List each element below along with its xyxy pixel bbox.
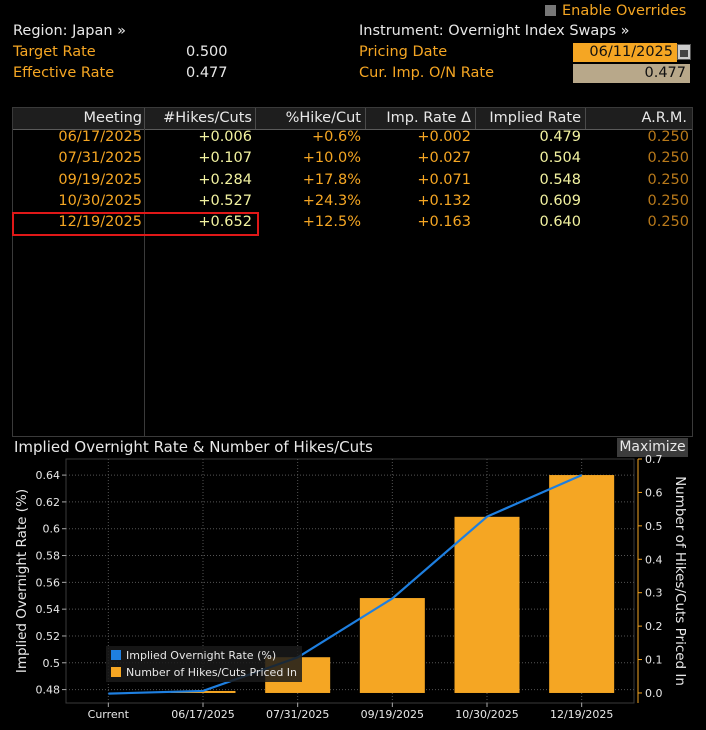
cell-meeting: 12/19/2025 bbox=[58, 214, 142, 231]
cell-arm: 0.250 bbox=[647, 150, 689, 167]
implied-rate-line bbox=[108, 474, 583, 695]
cell-implied: 0.548 bbox=[539, 171, 581, 188]
cell-pct: +12.5% bbox=[302, 214, 361, 231]
chart: 0.48 0.5 0.52 0.54 0.56 0.58 0.6 0.62 0.64 0.0 0.1… bbox=[14, 455, 688, 721]
checkbox-icon[interactable] bbox=[545, 5, 556, 16]
legend bbox=[106, 646, 302, 682]
instrument-selector[interactable]: Instrument: Overnight Index Swaps » bbox=[359, 23, 630, 39]
cell-hikes: +0.107 bbox=[198, 150, 252, 167]
chart-bar bbox=[359, 598, 425, 693]
y2-tick-label: 0.7 bbox=[645, 455, 663, 466]
cell-implied: 0.640 bbox=[539, 214, 581, 231]
chart-bar bbox=[549, 475, 615, 693]
cell-delta: +0.071 bbox=[417, 171, 471, 188]
y-tick-label: 0.54 bbox=[36, 603, 61, 616]
cell-hikes: +0.284 bbox=[198, 171, 252, 188]
target-rate-label: Target Rate bbox=[13, 44, 96, 60]
legend-label-line: Implied Overnight Rate (%) bbox=[126, 649, 276, 662]
cell-pct: +24.3% bbox=[302, 192, 361, 209]
maximize-button[interactable]: Maximize bbox=[617, 438, 688, 457]
col-header-hikes[interactable]: #Hikes/Cuts bbox=[163, 110, 252, 126]
enable-overrides-label: Enable Overrides bbox=[562, 3, 687, 19]
cell-implied: 0.504 bbox=[539, 150, 581, 167]
cell-pct: +10.0% bbox=[302, 150, 361, 167]
effective-rate-label: Effective Rate bbox=[13, 65, 115, 81]
y2-tick-label: 0.5 bbox=[645, 520, 663, 533]
y-tick-label: 0.58 bbox=[36, 550, 61, 563]
table-row[interactable]: 07/31/2025 +0.107 +10.0% +0.027 0.504 0.250 bbox=[13, 149, 692, 170]
calendar-icon[interactable] bbox=[677, 44, 691, 60]
cell-hikes: +0.652 bbox=[198, 214, 252, 231]
table-row[interactable]: 12/19/2025 +0.652 +12.5% +0.163 0.640 0.250 bbox=[13, 213, 692, 234]
x-tick-label: Current bbox=[88, 708, 130, 721]
cell-meeting: 09/19/2025 bbox=[58, 171, 142, 188]
table-row[interactable]: 10/30/2025 +0.527 +24.3% +0.132 0.609 0.250 bbox=[13, 192, 692, 213]
cell-implied: 0.609 bbox=[539, 192, 581, 209]
meetings-table: Meeting #Hikes/Cuts %Hike/Cut Imp. Rate … bbox=[12, 107, 693, 437]
cur-imp-rate-label: Cur. Imp. O/N Rate bbox=[359, 65, 494, 81]
y-tick-label: 0.64 bbox=[36, 469, 61, 482]
cell-pct: +17.8% bbox=[302, 171, 361, 188]
cell-implied: 0.479 bbox=[539, 129, 581, 145]
col-header-pct[interactable]: %Hike/Cut bbox=[285, 110, 361, 126]
plot-area bbox=[65, 458, 635, 704]
x-tick-label: 12/19/2025 bbox=[550, 708, 613, 721]
cell-delta: +0.027 bbox=[417, 150, 471, 167]
region-selector[interactable]: Region: Japan » bbox=[13, 23, 127, 39]
y2-axis-title: Number of Hikes/Cuts Priced In bbox=[672, 476, 688, 686]
cell-hikes: +0.006 bbox=[198, 129, 252, 145]
cell-delta: +0.132 bbox=[417, 192, 471, 209]
y-tick-label: 0.52 bbox=[36, 630, 61, 643]
col-header-implied[interactable]: Implied Rate bbox=[489, 110, 581, 126]
cell-meeting: 06/17/2025 bbox=[58, 129, 142, 145]
legend-label-bar: Number of Hikes/Cuts Priced In bbox=[126, 666, 297, 679]
col-header-delta[interactable]: Imp. Rate Δ bbox=[386, 110, 471, 126]
x-tick-label: 09/19/2025 bbox=[361, 708, 424, 721]
cell-delta: +0.002 bbox=[417, 129, 471, 145]
cell-hikes: +0.527 bbox=[198, 192, 252, 209]
y-tick-label: 0.5 bbox=[43, 657, 61, 670]
table-header: Meeting #Hikes/Cuts %Hike/Cut Imp. Rate … bbox=[13, 108, 692, 130]
y2-tick-label: 0.3 bbox=[645, 587, 663, 600]
y2-tick-label: 0.2 bbox=[645, 620, 663, 633]
cur-imp-rate-input[interactable]: 0.477 bbox=[573, 64, 690, 83]
cell-meeting: 07/31/2025 bbox=[58, 150, 142, 167]
y2-tick-label: 0.0 bbox=[645, 687, 663, 700]
pricing-date-input[interactable]: 06/11/2025 bbox=[573, 43, 677, 62]
legend-swatch-bar bbox=[111, 667, 121, 677]
x-tick-label: 07/31/2025 bbox=[266, 708, 329, 721]
cell-pct: +0.6% bbox=[312, 129, 361, 145]
chart-title: Implied Overnight Rate & Number of Hikes… bbox=[14, 438, 373, 456]
y-tick-label: 0.6 bbox=[43, 523, 61, 536]
legend-swatch-line bbox=[111, 650, 121, 660]
col-header-arm[interactable]: A.R.M. bbox=[641, 110, 687, 126]
cell-arm: 0.250 bbox=[647, 171, 689, 188]
y-tick-label: 0.62 bbox=[36, 496, 61, 509]
cell-delta: +0.163 bbox=[417, 214, 471, 231]
x-tick-label: 10/30/2025 bbox=[455, 708, 518, 721]
y-axis-title: Implied Overnight Rate (%) bbox=[14, 489, 30, 673]
cell-meeting: 10/30/2025 bbox=[58, 192, 142, 209]
enable-overrides-toggle[interactable]: Enable Overrides bbox=[545, 3, 686, 19]
effective-rate-value: 0.477 bbox=[186, 65, 228, 81]
table-row[interactable]: 06/17/2025 +0.006 +0.6% +0.002 0.479 0.250 bbox=[13, 128, 692, 149]
cell-arm: 0.250 bbox=[647, 214, 689, 231]
target-rate-value: 0.500 bbox=[186, 44, 228, 60]
y2-tick-label: 0.4 bbox=[645, 553, 663, 566]
chart-bar bbox=[454, 516, 520, 693]
cell-arm: 0.250 bbox=[647, 192, 689, 209]
cell-arm: 0.250 bbox=[647, 129, 689, 145]
y2-tick-label: 0.6 bbox=[645, 486, 663, 499]
y-tick-label: 0.48 bbox=[36, 684, 61, 697]
table-row[interactable]: 09/19/2025 +0.284 +17.8% +0.071 0.548 0.250 bbox=[13, 171, 692, 192]
col-header-meeting[interactable]: Meeting bbox=[83, 110, 142, 126]
highlight-box bbox=[12, 212, 259, 236]
y2-tick-label: 0.1 bbox=[645, 654, 663, 667]
pricing-date-label: Pricing Date bbox=[359, 44, 448, 60]
y-tick-label: 0.56 bbox=[36, 576, 61, 589]
x-tick-label: 06/17/2025 bbox=[171, 708, 234, 721]
